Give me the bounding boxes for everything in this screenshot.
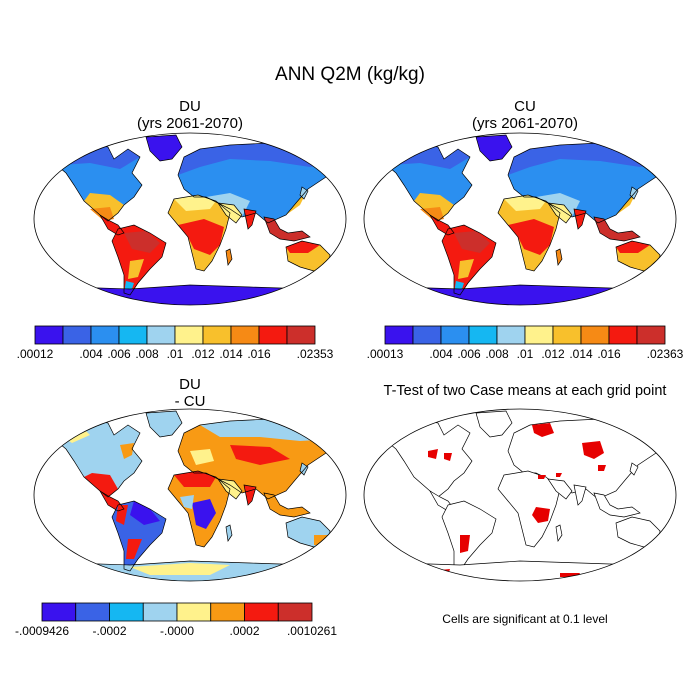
colorbar-label: .008 [135,347,159,361]
panel-title-ttest: T-Test of two Case means at each grid po… [383,383,667,399]
colorbar-label: -.0000 [160,624,194,638]
colorbar-label: .01 [167,347,184,361]
colorbar-label: -.0009426 [15,624,69,638]
colorbar-swatch [62,325,92,345]
colorbar-swatch [244,602,279,622]
colorbar-swatch [34,325,64,345]
colorbar-label: .014 [219,347,243,361]
map-du [33,132,347,306]
colorbar-swatch [286,325,316,345]
colorbar-label: .02363 [647,347,684,361]
colorbar-swatch [580,325,610,345]
colorbar-label: .012 [191,347,215,361]
colorbar-swatch [524,325,554,345]
colorbar-du: .00012 .004 .006 .008 .01 .012 .014 .016 .02353 [17,325,334,361]
panel-title-cu-line2: (yrs 2061-2070) [472,115,578,132]
panel-title-du-line2: (yrs 2061-2070) [137,115,243,132]
panel-title-diff: DU - CU [35,376,345,410]
colorbar-label: .01 [517,347,534,361]
colorbar-swatch [90,325,120,345]
colorbar-swatch [496,325,526,345]
colorbar-label: .00012 [17,347,54,361]
colorbar-label: .008 [485,347,509,361]
significance-cells [428,423,606,577]
map-difference [33,408,347,582]
figure-title: ANN Q2M (kg/kg) [275,64,425,85]
colorbar-label: .012 [541,347,565,361]
colorbar-swatch [608,325,638,345]
colorbar-label: .016 [597,347,621,361]
colorbar-swatch [230,325,260,345]
colorbar-swatch [636,325,666,345]
colorbar-label: .0010261 [287,624,337,638]
colorbar-label: .006 [107,347,131,361]
colorbar-swatch [75,602,110,622]
ttest-footnote: Cells are significant at 0.1 level [442,612,608,626]
colorbar-swatch [174,325,204,345]
map-cu [363,132,677,306]
colorbar-label: .016 [247,347,271,361]
colorbar-label: .02353 [297,347,334,361]
panel-title-du: DU (yrs 2061-2070) [35,98,345,132]
panel-title-cu-line1: CU [514,98,536,115]
colorbar-label: .014 [569,347,593,361]
colorbar-label: .006 [457,347,481,361]
colorbar-swatch [552,325,582,345]
colorbar-label: .0002 [229,624,259,638]
colorbar-swatch [412,325,442,345]
colorbar-swatch [384,325,414,345]
colorbar-swatch [146,325,176,345]
colorbar-swatch [258,325,288,345]
colorbar-swatch [277,602,313,622]
colorbar-swatch [202,325,232,345]
colorbar-swatch [109,602,144,622]
colorbar-label: .004 [429,347,453,361]
colorbar-swatch [440,325,470,345]
colorbar-label: .004 [79,347,103,361]
colorbar-difference: -.0009426 -.0002 -.0000 .0002 .0010261 [15,602,337,638]
colorbar-swatch [118,325,148,345]
colorbar-cu: .00013 .004 .006 .008 .01 .012 .014 .016 .02363 [367,325,684,361]
map-ttest [363,408,677,582]
panel-title-cu: CU (yrs 2061-2070) [350,98,700,132]
colorbar-label: .00013 [367,347,404,361]
colorbar-label: -.0002 [92,624,126,638]
colorbar-swatch [176,602,212,622]
colorbar-swatch [41,602,77,622]
panel-title-diff-line1: DU [179,376,201,393]
panel-title-diff-line2: - CU [174,393,206,410]
colorbar-swatch [142,602,178,622]
colorbar-swatch [210,602,245,622]
panel-title-du-line1: DU [179,98,201,115]
colorbar-swatch [468,325,498,345]
